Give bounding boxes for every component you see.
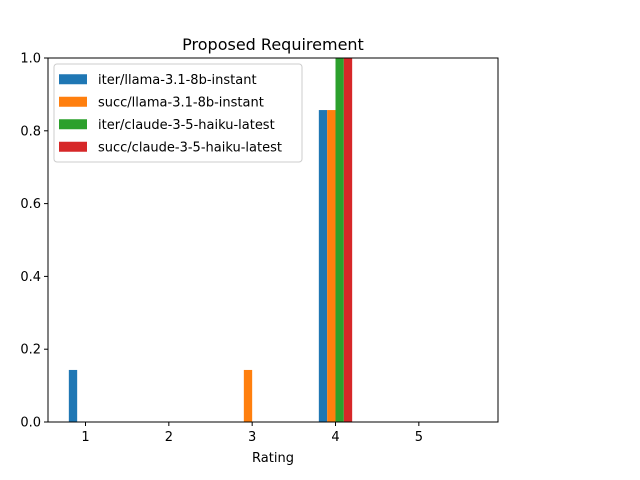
- axes-frame: [47, 57, 499, 423]
- x-tick-label: 4: [331, 430, 339, 445]
- x-tick-label: 5: [415, 430, 423, 445]
- legend-label: succ/claude-3-5-haiku-latest: [98, 140, 282, 155]
- x-tick-label: 3: [248, 430, 256, 445]
- y-tick-label: 0.2: [20, 343, 41, 358]
- y-tick-label: 1.0: [20, 52, 41, 67]
- bars-layer: [68, 58, 353, 422]
- bar-series2-rating-4: [327, 110, 336, 422]
- x-tick-label: 2: [165, 430, 173, 445]
- legend-swatch: [59, 141, 87, 152]
- legend-swatch: [59, 74, 87, 85]
- y-tick-label: 0.6: [20, 197, 41, 212]
- bar-series3-rating-4: [335, 58, 344, 422]
- y-tick-label: 0.4: [20, 270, 41, 285]
- legend-box: [53, 63, 303, 163]
- legend-swatch: [59, 96, 87, 107]
- y-axis: 0.0 0.2 0.4 0.6 0.8 1.0: [20, 52, 48, 431]
- y-tick-label: 0.8: [20, 124, 41, 139]
- bar-series1-rating-4: [318, 110, 328, 422]
- legend: iter/llama-3.1-8b-instant succ/llama-3.1-…: [53, 63, 303, 163]
- chart-title: Proposed Requirement: [182, 35, 364, 54]
- x-tick-label: 1: [81, 430, 89, 445]
- bar-series4-rating-4: [343, 58, 353, 422]
- legend-swatch: [59, 119, 87, 130]
- legend-label: succ/llama-3.1-8b-instant: [98, 95, 264, 110]
- bar-series1-rating-1: [68, 369, 78, 422]
- x-axis-label: Rating: [252, 451, 294, 466]
- bar-series2-rating-3: [243, 369, 253, 422]
- x-axis: 1 2 3 4 5: [81, 422, 423, 445]
- legend-label: iter/claude-3-5-haiku-latest: [98, 118, 275, 133]
- y-tick-label: 0.0: [20, 416, 41, 431]
- legend-label: iter/llama-3.1-8b-instant: [98, 73, 257, 88]
